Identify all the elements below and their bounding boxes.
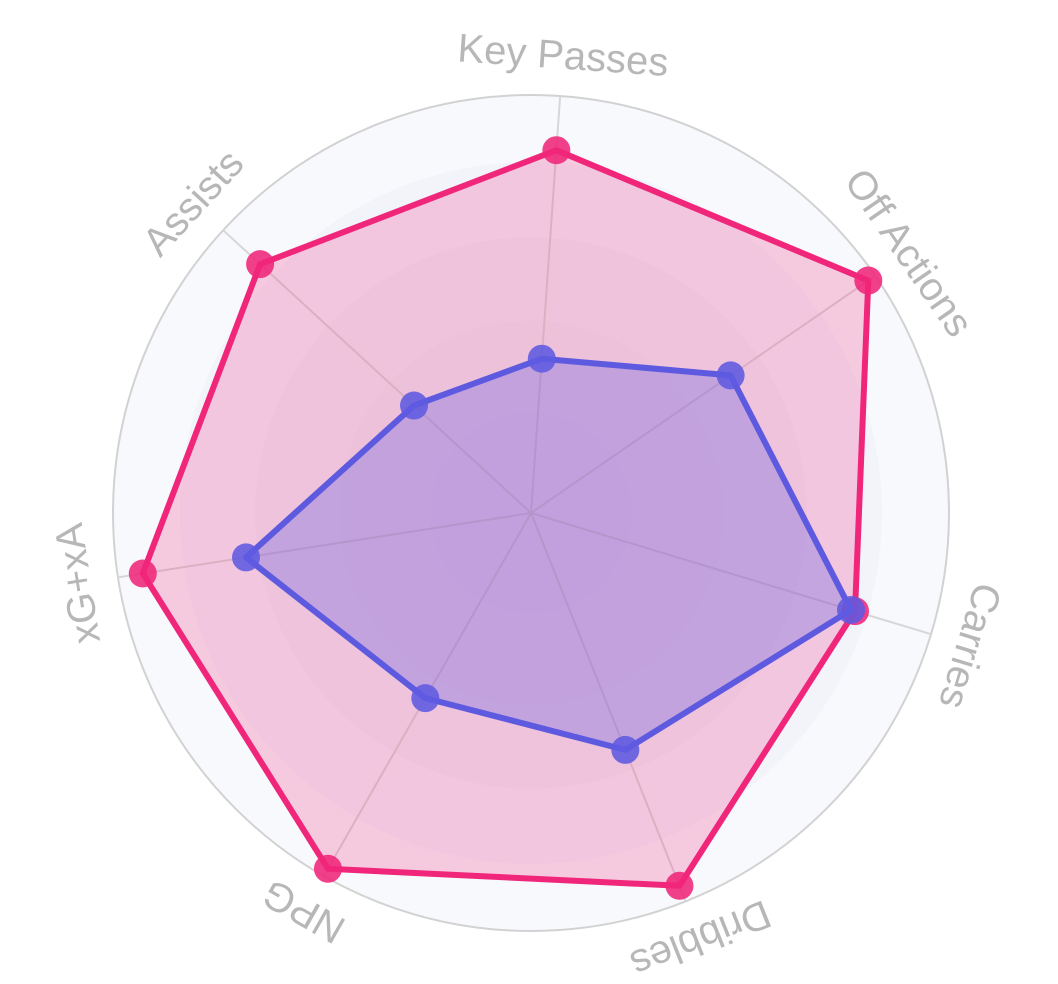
series-2-point-npg[interactable]	[411, 684, 440, 713]
series-1-area	[142, 150, 869, 886]
series-2-point-carries[interactable]	[837, 595, 866, 624]
axis-spoke	[530, 274, 876, 514]
axis-label-xg-xa: xG+xA	[47, 520, 109, 647]
axis-label-key-passes: Key Passes	[456, 26, 670, 85]
series-2-point-assists[interactable]	[400, 391, 429, 420]
series-1-point-assists[interactable]	[246, 250, 275, 279]
axis-label-carries: Carries	[930, 578, 1009, 714]
series-2-area	[246, 358, 851, 750]
axis-spoke	[530, 95, 562, 514]
axis-spoke	[117, 512, 532, 579]
series-1-point-dribbles[interactable]	[665, 871, 694, 900]
series-1-point-key-passes[interactable]	[542, 136, 571, 165]
series-2-line	[243, 355, 854, 753]
series-1-point-off-actions[interactable]	[854, 266, 883, 295]
series-2-point-xg-xa[interactable]	[232, 543, 261, 572]
series-2-point-off-actions[interactable]	[716, 361, 745, 390]
series-2-point-dribbles[interactable]	[611, 735, 640, 764]
radar-series	[128, 136, 883, 900]
outer-grid-circle	[112, 94, 950, 932]
series-1-line	[139, 147, 872, 889]
axis-spoke	[530, 512, 687, 902]
series-1-point-xg-xa[interactable]	[128, 559, 157, 588]
series-2-point-key-passes[interactable]	[527, 344, 556, 373]
axis-spoke	[222, 229, 532, 514]
series-1-point-npg[interactable]	[313, 854, 342, 883]
